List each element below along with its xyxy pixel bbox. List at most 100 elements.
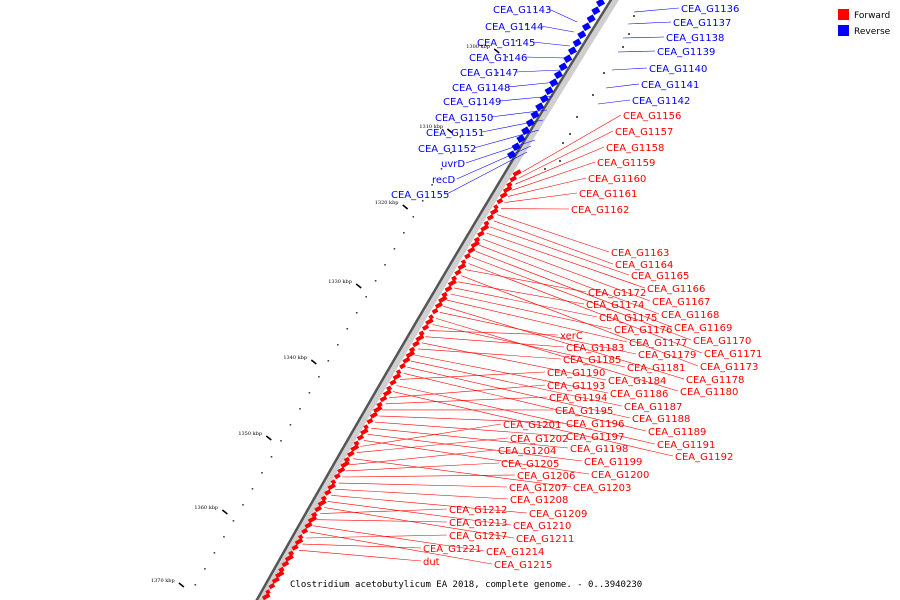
forward-leader-line — [407, 366, 631, 419]
forward-gene-label: CEA_G1181 — [627, 363, 685, 374]
forward-gene-feature — [350, 444, 360, 452]
forward-gene-label: CEA_G1187 — [624, 402, 682, 413]
forward-gene-feature — [399, 363, 406, 370]
reverse-gene-feature — [577, 30, 587, 40]
reverse-gene-label: CEA_G1144 — [485, 22, 543, 33]
reverse-gene-label: CEA_G1146 — [469, 53, 527, 64]
reverse-leader-line — [456, 145, 532, 180]
forward-gene-feature — [418, 330, 425, 337]
forward-gene-label: CEA_G1215 — [494, 560, 552, 571]
legend-forward-label: Forward — [854, 11, 890, 21]
reverse-gene-label: CEA_G1151 — [426, 128, 484, 139]
forward-gene-feature — [425, 318, 434, 326]
forward-gene-label: CEA_G1161 — [579, 189, 637, 200]
kbp-tick-mark — [355, 283, 362, 289]
forward-leader-line — [410, 360, 623, 407]
reverse-gene-feature — [567, 46, 578, 56]
forward-gene-label: CEA_G1196 — [566, 419, 624, 430]
forward-leader-line — [305, 534, 448, 539]
forward-leader-line — [403, 373, 647, 432]
forward-gene-feature — [382, 389, 392, 397]
reverse-leader-line — [481, 119, 544, 133]
forward-gene-feature — [444, 285, 453, 293]
reverse-leader-line — [597, 99, 631, 105]
kbp-tick-label: 1350 kbp — [238, 431, 262, 437]
forward-leader-line — [320, 508, 448, 514]
reverse-gene-feature — [586, 14, 596, 24]
forward-gene-label: CEA_G1174 — [586, 300, 644, 311]
forward-leader-line — [522, 114, 622, 173]
forward-gene-feature — [499, 191, 508, 199]
forward-leader-line — [313, 525, 485, 552]
forward-gene-feature — [369, 411, 378, 419]
forward-gene-label: CEA_G1210 — [513, 521, 571, 532]
reverse-leader-line — [540, 25, 575, 33]
forward-gene-feature — [265, 589, 271, 595]
forward-gene-label: CEA_G1211 — [516, 534, 574, 545]
forward-gene-feature — [408, 346, 416, 353]
forward-gene-feature — [281, 560, 290, 568]
forward-leader-line — [327, 501, 512, 526]
guide-dot — [355, 312, 358, 314]
forward-gene-label: CEA_G1184 — [608, 376, 666, 387]
forward-gene-label: CEA_G1205 — [501, 459, 559, 470]
reverse-leader-line — [617, 50, 656, 53]
forward-gene-label: CEA_G1201 — [503, 420, 561, 431]
guide-dot — [213, 552, 216, 554]
forward-leader-line — [367, 434, 583, 462]
guide-dot — [251, 488, 254, 490]
gene-features — [261, 0, 606, 600]
reverse-gene-feature — [595, 0, 606, 8]
reverse-leader-line — [507, 81, 558, 88]
forward-gene-feature — [389, 379, 397, 386]
reverse-leader-line — [605, 83, 640, 89]
forward-leader-line — [421, 342, 607, 381]
guide-dot — [242, 504, 244, 506]
forward-gene-feature — [356, 434, 365, 441]
guide-dot — [270, 456, 273, 458]
forward-gene-label: xerC — [560, 331, 583, 342]
reverse-gene-feature — [591, 6, 601, 16]
reverse-leader-line — [446, 151, 528, 195]
forward-gene-label: CEA_G1163 — [611, 248, 669, 259]
forward-gene-label: CEA_G1180 — [680, 387, 738, 398]
forward-leader-line — [450, 293, 613, 330]
forward-leader-line — [316, 519, 448, 523]
forward-gene-label: CEA_G1217 — [449, 531, 507, 542]
forward-gene-feature — [324, 489, 332, 496]
guide-dot — [628, 33, 630, 35]
forward-gene-feature — [486, 214, 494, 221]
forward-gene-feature — [330, 479, 337, 485]
guide-dot — [232, 520, 235, 522]
forward-gene-label: CEA_G1209 — [529, 509, 587, 520]
forward-gene-feature — [278, 566, 285, 573]
forward-gene-label: CEA_G1203 — [573, 483, 631, 494]
forward-gene-feature — [327, 483, 336, 491]
reverse-gene-label: CEA_G1149 — [443, 97, 501, 108]
guide-dot — [223, 536, 225, 538]
forward-gene-feature — [454, 269, 462, 276]
forward-leader-line — [428, 330, 559, 336]
forward-gene-feature — [412, 340, 420, 348]
forward-gene-label: CEA_G1200 — [591, 470, 649, 481]
forward-gene-feature — [284, 554, 294, 562]
forward-leader-line — [497, 214, 610, 253]
kbp-ticks: 1300 kbp 1310 kbp 1320 kbp 1330 kbp 1340 kbp… — [151, 8, 635, 588]
kbp-tick-label: 1340 kbp — [283, 355, 307, 361]
guide-dot — [280, 440, 282, 442]
guide-dot — [534, 8, 537, 10]
forward-gene-label: CEA_G1188 — [632, 414, 690, 425]
kbp-tick-label: 1300 kbp — [466, 44, 490, 50]
guide-dot — [421, 200, 424, 202]
forward-gene-label: CEA_G1170 — [693, 336, 751, 347]
forward-gene-feature — [405, 350, 416, 359]
reverse-gene-label: CEA_G1150 — [435, 113, 493, 124]
forward-gene-feature — [366, 418, 374, 425]
forward-gene-feature — [438, 295, 448, 304]
reverse-gene-label: uvrD — [441, 159, 465, 170]
guide-dot — [318, 376, 320, 378]
forward-gene-feature — [314, 505, 322, 513]
forward-leader-line — [338, 482, 508, 488]
guide-dot — [544, 168, 546, 170]
